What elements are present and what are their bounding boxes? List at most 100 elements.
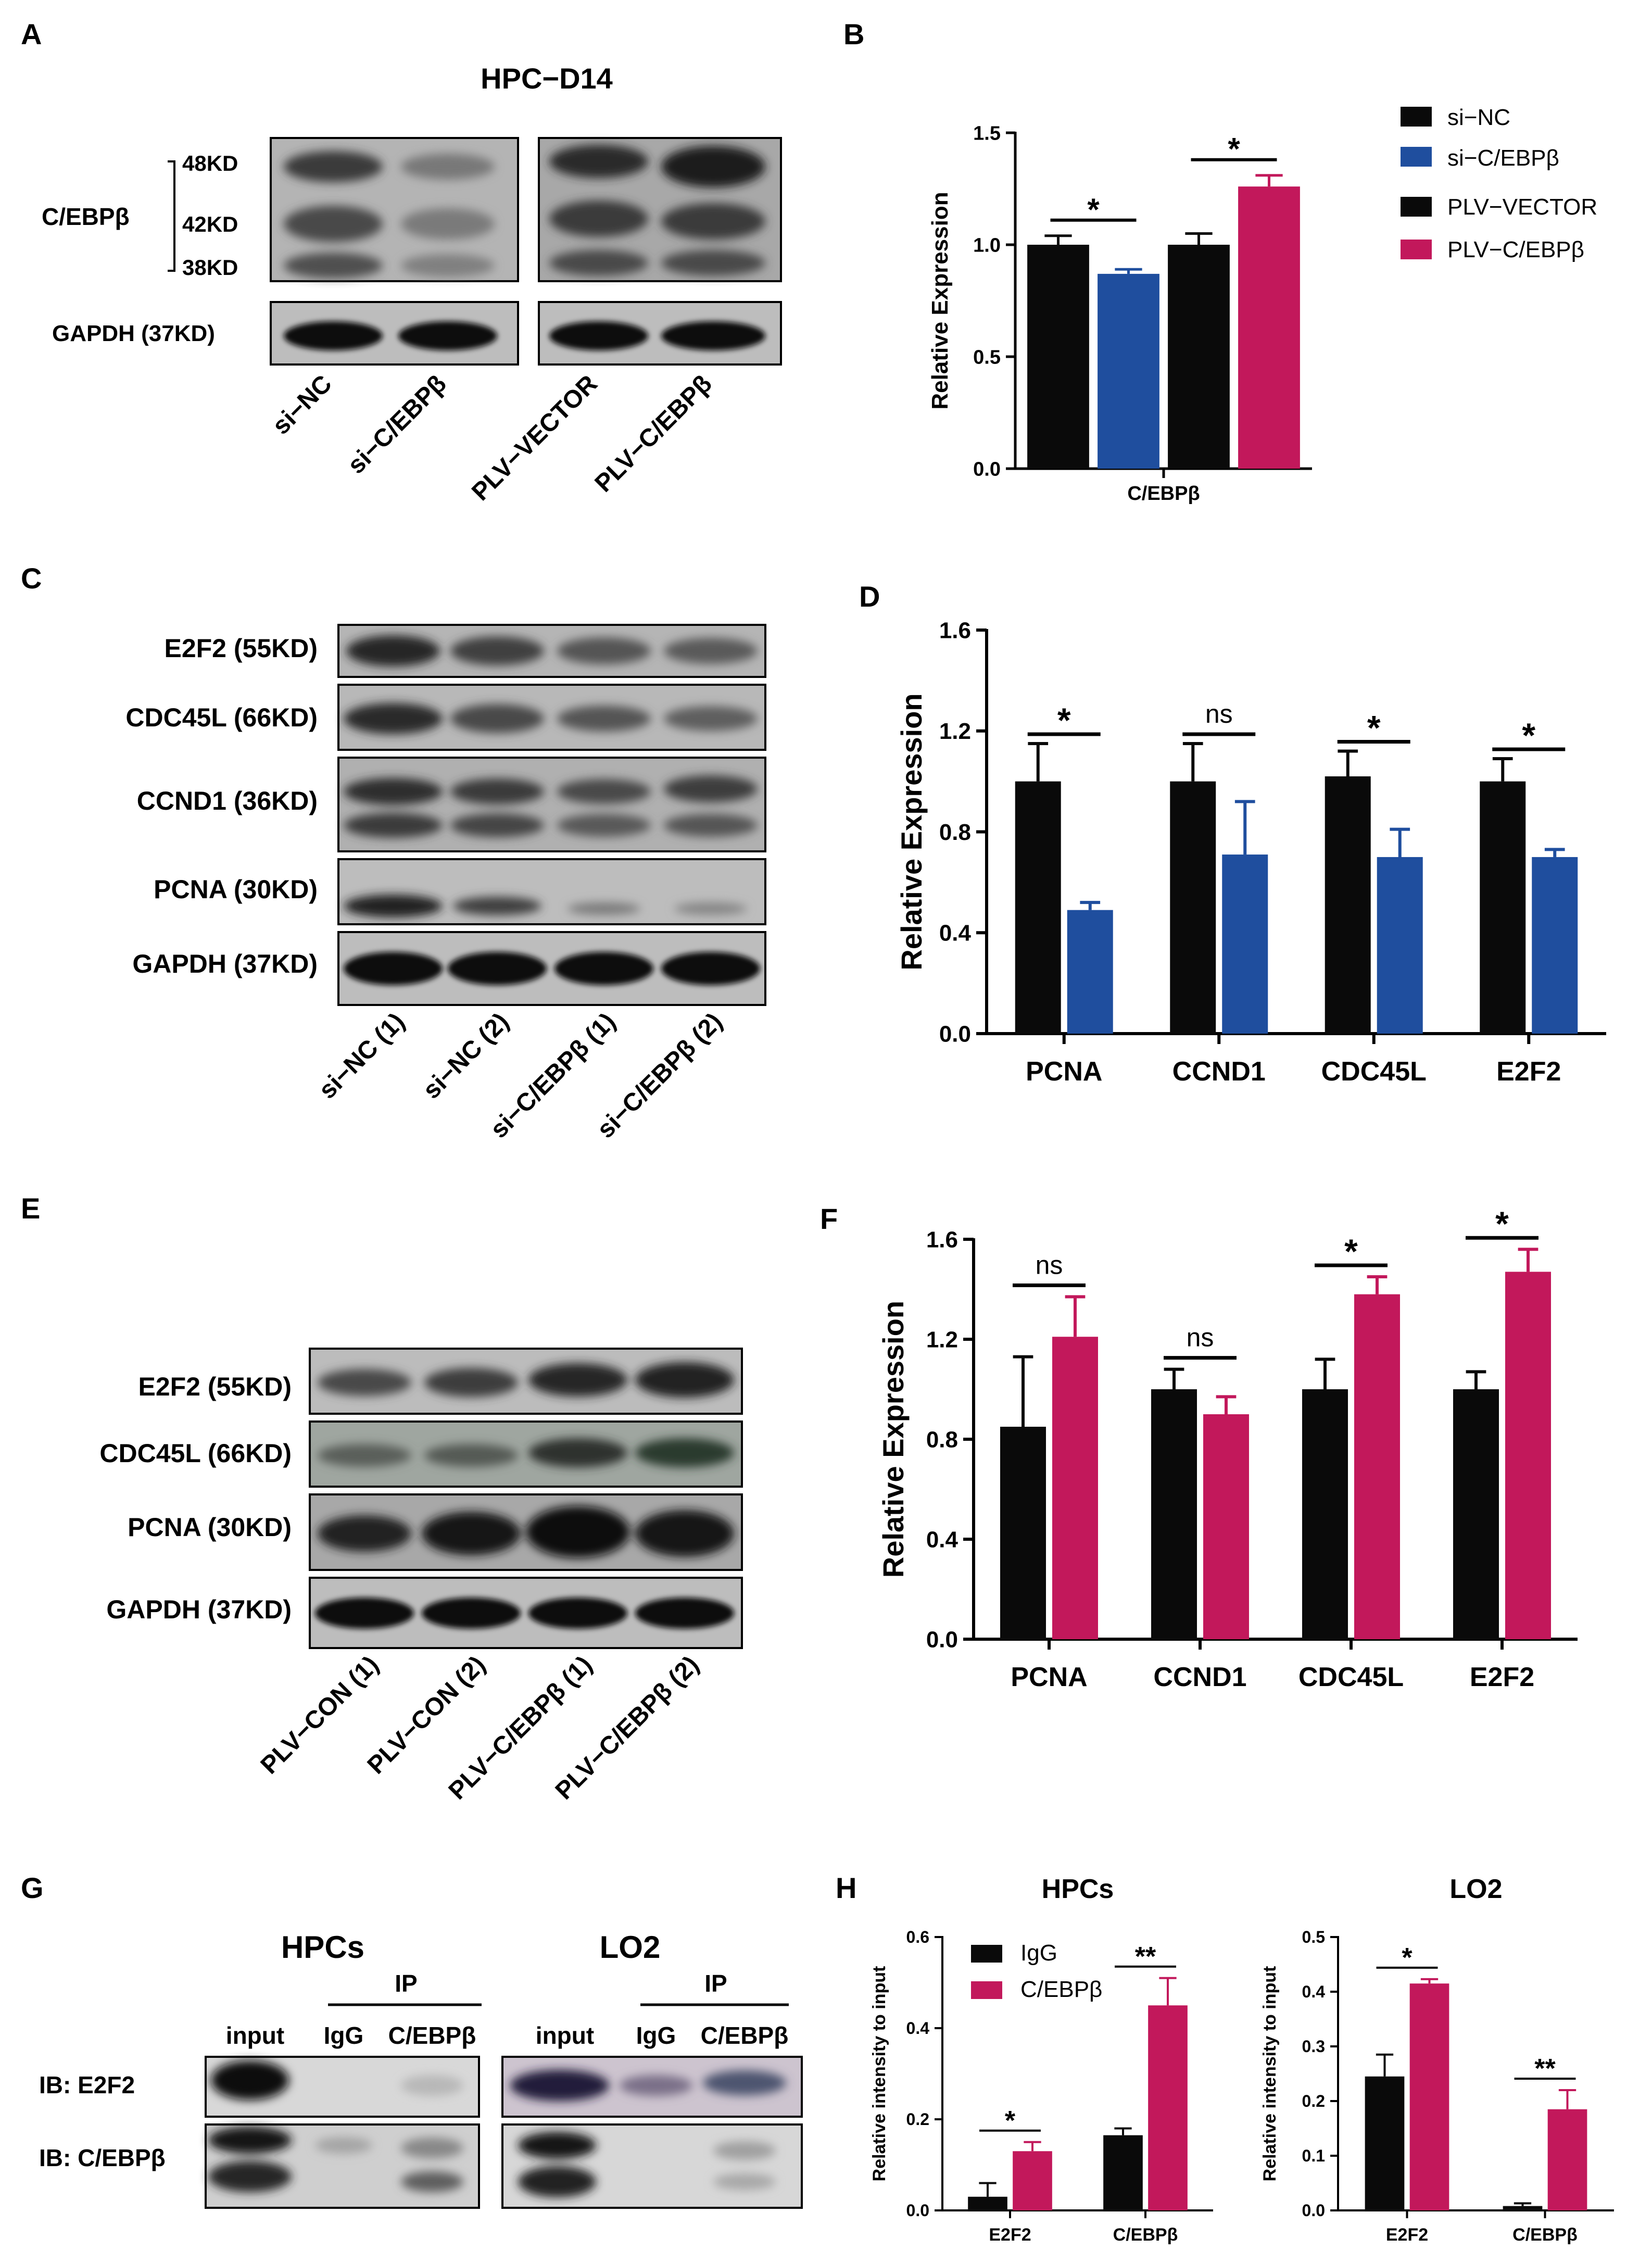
row-c-5: GAPDH (37KD)	[132, 949, 318, 978]
legend-h: IgG C/EBPβ	[971, 1940, 1102, 2002]
blot-a-gapdh-left	[270, 301, 519, 366]
row-e-2: CDC45L (66KD)	[99, 1439, 292, 1468]
x-tick-label: E2F2	[1470, 1662, 1534, 1692]
bar-cebp	[1148, 2005, 1188, 2210]
blot-g-hpcs-e2f2	[205, 2056, 480, 2118]
bar-plvcon	[1302, 1389, 1348, 1639]
blot-a-cebpb-right	[538, 137, 782, 282]
bar-igg	[1365, 2076, 1405, 2210]
panel-g-letter: G	[21, 1871, 44, 1904]
panel-a-loading-label: GAPDH (37KD)	[52, 321, 215, 346]
row-c-3: CCND1 (36KD)	[137, 786, 318, 815]
y-tick-label: 1.6	[939, 618, 971, 643]
bar-sicebp	[1377, 857, 1423, 1034]
panel-a-title: HPC−D14	[481, 62, 613, 95]
blot-a-gapdh-right	[538, 301, 782, 366]
bar-plvcon	[1000, 1427, 1046, 1639]
blot-e-e2f2	[309, 1348, 743, 1415]
legend-b: si−NC si−C/EBPβ PLV−VECTOR PLV−C/EBPβ	[1401, 105, 1597, 262]
legend-h-swatch-1	[971, 1945, 1002, 1963]
significance-label: *	[1087, 192, 1100, 227]
kd-38: 38KD	[182, 255, 238, 280]
lane-a-1: si−NC	[267, 370, 337, 440]
y-axis-label: Relative intensity to input	[1260, 1966, 1280, 2182]
bar-sinc	[1480, 781, 1526, 1034]
chart-h-hpcs: 0.0 0.2 0.4 0.6 Relative intensity to input E…	[869, 1874, 1213, 2245]
row-c-4: PCNA (30KD)	[154, 875, 318, 904]
panel-b-letter: B	[843, 18, 864, 51]
row-e-1: E2F2 (55KD)	[138, 1372, 292, 1401]
row-e-3: PCNA (30KD)	[128, 1513, 292, 1542]
lane-c-2: si−NC (2)	[418, 1008, 514, 1104]
significance-label: ns	[1205, 699, 1233, 728]
x-tick-label: CCND1	[1172, 1057, 1266, 1087]
bar-sinc	[1325, 776, 1371, 1034]
row-c-2: CDC45L (66KD)	[125, 703, 318, 732]
lane-a-2: si−C/EBPβ	[343, 370, 452, 479]
significance-label: **	[1135, 1942, 1156, 1972]
bar-plvcebp	[1238, 186, 1300, 469]
x-tick-label: CDC45L	[1321, 1057, 1427, 1087]
y-tick-label: 0.2	[1302, 2092, 1325, 2110]
x-tick-label: C/EBPβ	[1512, 2225, 1578, 2245]
x-tick-label: CCND1	[1153, 1662, 1246, 1692]
legend-h-swatch-2	[971, 1981, 1002, 1999]
y-tick-label: 0.5	[973, 346, 1001, 368]
significance-label: *	[1344, 1232, 1358, 1271]
chart-title: LO2	[1449, 1874, 1502, 1904]
y-tick-label: 0.4	[926, 1527, 959, 1552]
blot-c-ccnd1	[337, 757, 766, 852]
panel-d-letter: D	[859, 580, 880, 613]
x-tick-label: E2F2	[1496, 1057, 1561, 1087]
chart-b: 0.0 0.5 1.0 1.5 Relative Expression C/EBPβ * *	[927, 122, 1312, 505]
y-tick-label: 0.6	[906, 1928, 929, 1946]
blot-e-pcna	[309, 1493, 743, 1571]
bar-sicebp	[1532, 857, 1578, 1034]
x-tick-label: E2F2	[1386, 2225, 1428, 2245]
blot-c-cdc45l	[337, 684, 766, 751]
bar-cebp	[1547, 2109, 1587, 2210]
x-tick-label: C/EBPβ	[1113, 2225, 1178, 2245]
blot-c-gapdh	[337, 931, 766, 1006]
g-hpcs-lane-igg: IgG	[324, 2022, 364, 2049]
significance-label: *	[1005, 2106, 1016, 2136]
y-tick-label: 0.8	[939, 820, 971, 845]
g-lo2-ip: IP	[704, 1970, 727, 1997]
y-axis-label: Relative Expression	[877, 1301, 910, 1578]
bar-igg	[968, 2196, 1007, 2210]
blot-c-e2f2	[337, 624, 766, 678]
significance-label: ns	[1187, 1323, 1214, 1352]
significance-label: ns	[1036, 1250, 1063, 1279]
kd-48: 48KD	[182, 151, 238, 175]
legend-b-swatch-2	[1401, 147, 1432, 167]
row-e-4: GAPDH (37KD)	[106, 1595, 292, 1624]
y-axis-label: Relative Expression	[895, 693, 928, 970]
y-axis-label: Relative Expression	[927, 192, 953, 409]
legend-h-label-1: IgG	[1020, 1940, 1057, 1966]
g-hpcs-ip: IP	[395, 1970, 417, 1997]
bar-igg	[1103, 2135, 1143, 2210]
y-tick-label: 0.4	[939, 921, 972, 946]
bar-plvcebp	[1203, 1414, 1249, 1639]
legend-b-swatch-4	[1401, 240, 1432, 259]
significance-label: *	[1228, 132, 1240, 167]
y-tick-label: 0.0	[906, 2201, 929, 2220]
bar-plvcon	[1151, 1389, 1197, 1639]
y-tick-label: 0.2	[906, 2110, 929, 2129]
g-lo2-lane-igg: IgG	[636, 2022, 676, 2049]
blot-g-lo2-e2f2	[501, 2056, 803, 2118]
row-c-1: E2F2 (55KD)	[164, 634, 318, 663]
bar-plvcebp	[1354, 1294, 1400, 1639]
g-hpcs-lane-input: input	[226, 2022, 284, 2049]
chart-h-lo2: 0.0 0.1 0.2 0.3 0.4 0.5 Relative intensity to …	[1260, 1874, 1614, 2245]
bar-plvcebp	[1505, 1272, 1551, 1639]
blot-g-hpcs-cebpb	[205, 2123, 480, 2209]
g-ib-e2f2: IB: E2F2	[39, 2071, 135, 2098]
bar-plvvector	[1168, 245, 1230, 469]
x-tick-label: PCNA	[1011, 1662, 1087, 1692]
kd-bracket	[168, 160, 175, 272]
chart-f: 0.0 0.4 0.8 1.2 1.6 Relative Expression PCNA CC…	[877, 1204, 1578, 1692]
legend-b-swatch-3	[1401, 197, 1432, 217]
y-tick-label: 0.4	[1302, 1982, 1326, 2001]
kd-42: 42KD	[182, 212, 238, 236]
